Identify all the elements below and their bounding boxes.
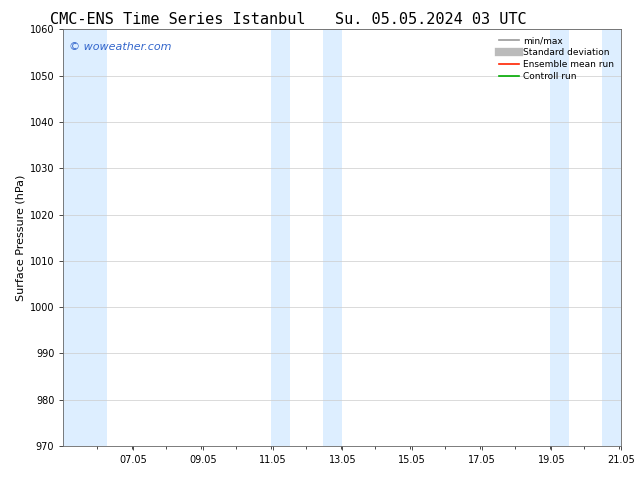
Legend: min/max, Standard deviation, Ensemble mean run, Controll run: min/max, Standard deviation, Ensemble me… (496, 34, 617, 83)
Text: CMC-ENS Time Series Istanbul: CMC-ENS Time Series Istanbul (50, 12, 305, 27)
Bar (602, 29, 621, 446)
Text: Su. 05.05.2024 03 UTC: Su. 05.05.2024 03 UTC (335, 12, 527, 27)
Y-axis label: Surface Pressure (hPa): Surface Pressure (hPa) (16, 174, 25, 301)
Bar (63, 29, 107, 446)
Text: © woweather.com: © woweather.com (69, 42, 171, 52)
Bar (271, 29, 290, 446)
Bar (550, 29, 569, 446)
Bar (323, 29, 342, 446)
